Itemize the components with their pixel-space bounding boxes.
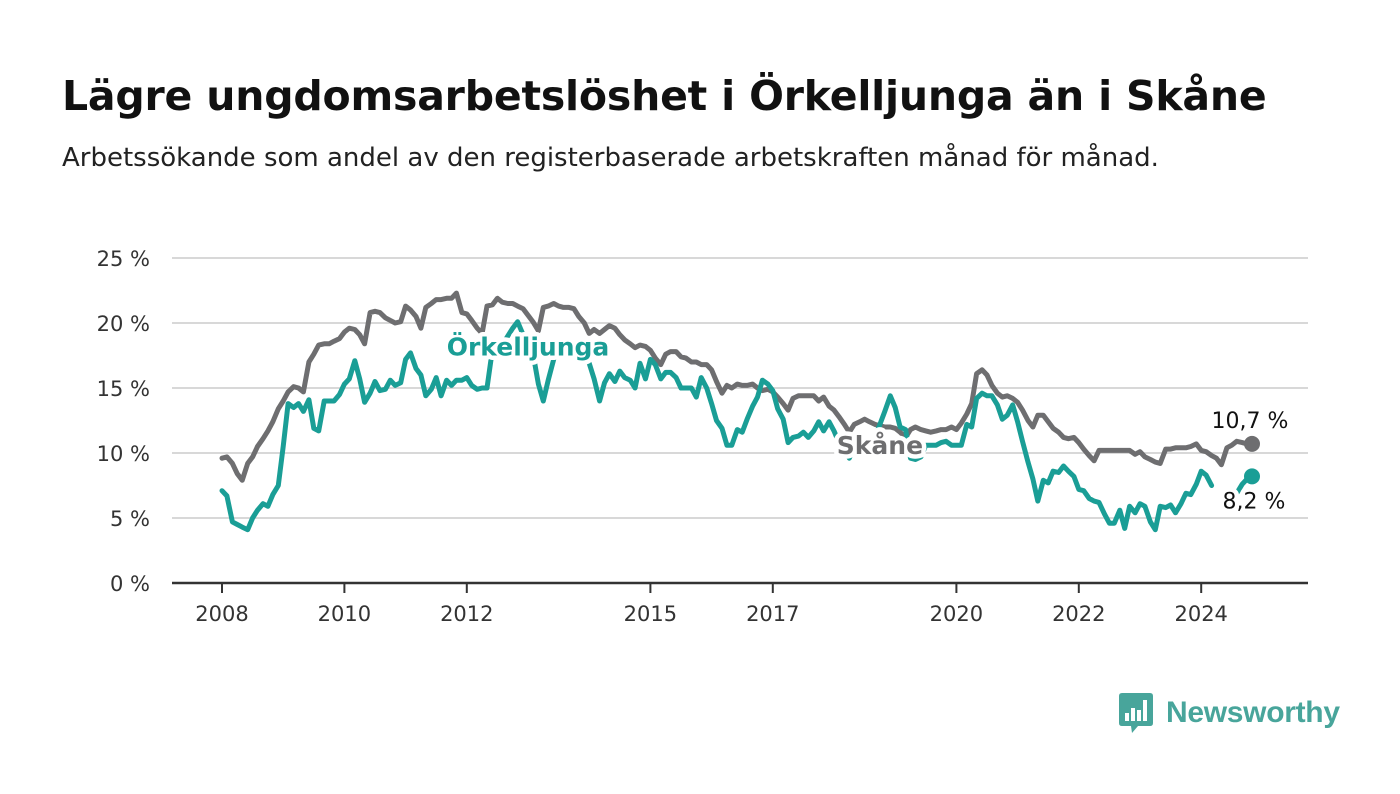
x-tick-label: 2015 [624,602,677,626]
y-tick-label: 15 % [97,377,150,401]
x-tick-label: 2022 [1052,602,1105,626]
y-tick-label: 0 % [110,572,150,596]
series-label-skane: Skåne [837,431,923,460]
y-tick-label: 10 % [97,442,150,466]
series-lines [219,290,1260,533]
y-tick-label: 5 % [110,507,150,531]
series-line-orkelljunga [219,319,1215,533]
x-tick-label: 2024 [1174,602,1227,626]
x-tick-label: 2008 [195,602,248,626]
newsworthy-chart-bubble-icon [1119,693,1153,733]
x-tick-label: 2020 [930,602,983,626]
end-point-orkelljunga [1243,468,1260,485]
gridlines [172,257,1308,519]
y-tick-label: 25 % [97,247,150,271]
newsworthy-brand: Newsworthy [1118,690,1340,736]
y-tick-label: 20 % [97,312,150,336]
x-tick-label: 2012 [440,602,493,626]
chart-subtitle: Arbetssökande som andel av den registerb… [62,143,1159,173]
chart-title: Lägre ungdomsarbetslöshet i Örkelljunga … [62,72,1267,120]
x-tick-label: 2017 [746,602,799,626]
end-point-skane [1243,435,1260,452]
series-label-orkelljunga: Örkelljunga [447,331,610,361]
axes: 0 % 5 % 10 % 15 % 20 % 25 % 2008 2010 2012 2015 20… [97,247,1308,626]
x-tick-label: 2010 [318,602,371,626]
series-line-skane [219,290,1255,483]
series-labels: Örkelljunga Skåne 10,7 % 8,2 % [442,327,1293,519]
end-value-label-orkelljunga: 8,2 % [1223,489,1286,514]
end-value-label-skane: 10,7 % [1212,409,1289,434]
brand-name: Newsworthy [1166,696,1340,729]
